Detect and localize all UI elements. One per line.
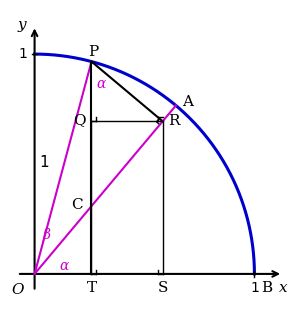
Text: S: S: [158, 281, 168, 295]
Text: A: A: [182, 95, 194, 109]
Text: R: R: [168, 114, 179, 128]
Text: 1: 1: [39, 155, 49, 170]
Text: 1: 1: [250, 281, 259, 295]
Text: P: P: [88, 45, 99, 59]
Text: Q: Q: [73, 113, 86, 127]
Text: β: β: [43, 229, 51, 243]
Text: x: x: [279, 281, 287, 295]
Text: T: T: [86, 281, 97, 295]
Text: C: C: [71, 198, 83, 212]
Text: α: α: [60, 259, 69, 273]
Text: y: y: [17, 18, 26, 32]
Text: α: α: [97, 76, 106, 91]
Text: B: B: [261, 281, 272, 295]
Text: 1: 1: [18, 47, 27, 61]
Text: O: O: [12, 283, 24, 297]
